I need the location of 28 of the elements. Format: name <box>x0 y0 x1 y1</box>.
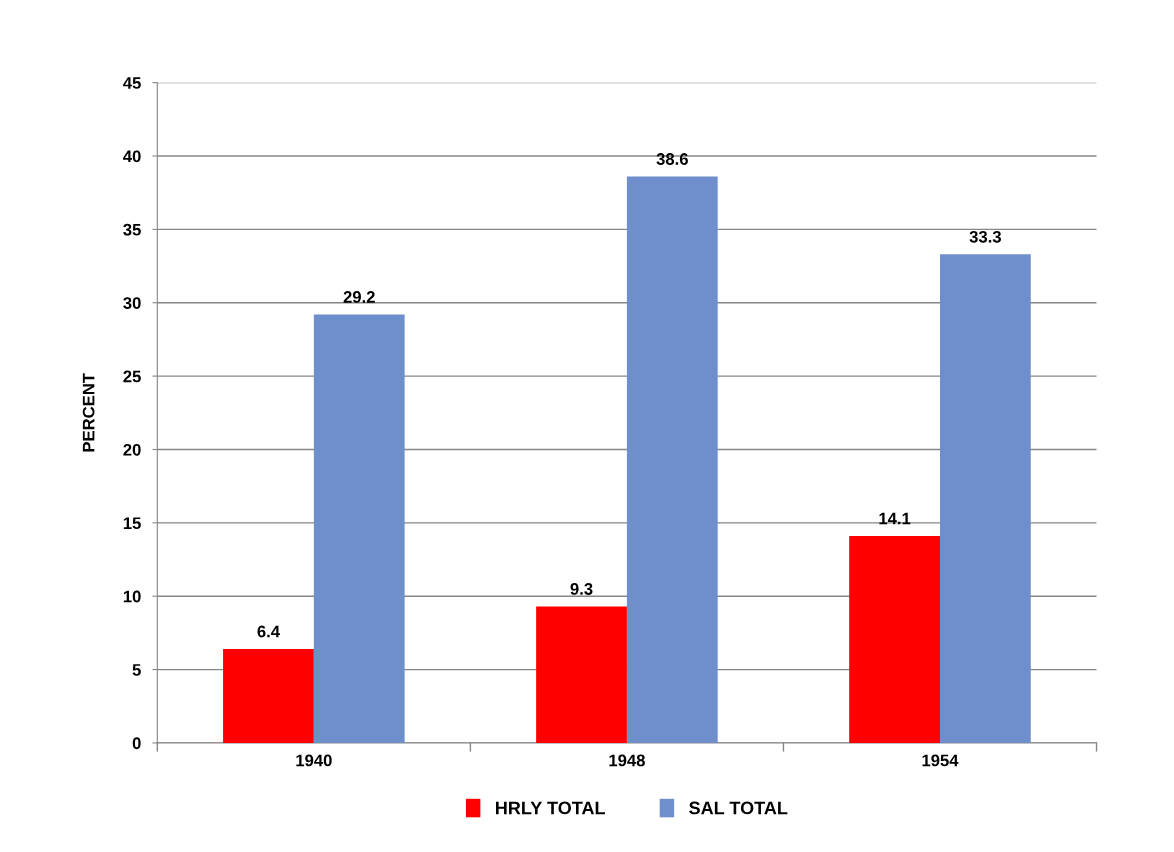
legend-label: SAL TOTAL <box>689 801 788 815</box>
bar <box>536 606 627 743</box>
x-tick-label: 1954 <box>922 754 959 767</box>
bar <box>313 314 405 743</box>
bar <box>223 649 314 743</box>
data-label: 29.2 <box>343 291 375 303</box>
y-axis-title: PERCENT <box>82 373 95 452</box>
legend-label: HRLY TOTAL <box>496 801 605 815</box>
y-tick-label: 30 <box>123 297 141 309</box>
y-tick-label: 5 <box>132 664 141 676</box>
data-label: 33.3 <box>969 230 1001 243</box>
data-label: 14.1 <box>879 512 911 525</box>
y-tick-label: 10 <box>123 590 141 603</box>
bar <box>626 176 718 743</box>
y-tick-label: 45 <box>123 77 141 89</box>
y-tick-label: 15 <box>123 517 141 530</box>
y-tick-label: 35 <box>123 223 141 236</box>
y-tick-label: 0 <box>132 737 141 750</box>
x-tick-label: 1948 <box>609 754 645 767</box>
data-label: 9.3 <box>570 583 593 595</box>
x-tick-label: 1940 <box>296 754 332 767</box>
data-label: 38.6 <box>656 153 688 165</box>
y-tick-label: 40 <box>123 150 141 163</box>
y-tick-label: 20 <box>123 443 141 456</box>
bar <box>939 254 1031 743</box>
y-tick-label: 25 <box>123 370 141 383</box>
bar <box>849 536 940 743</box>
data-label: 6.4 <box>257 625 280 638</box>
